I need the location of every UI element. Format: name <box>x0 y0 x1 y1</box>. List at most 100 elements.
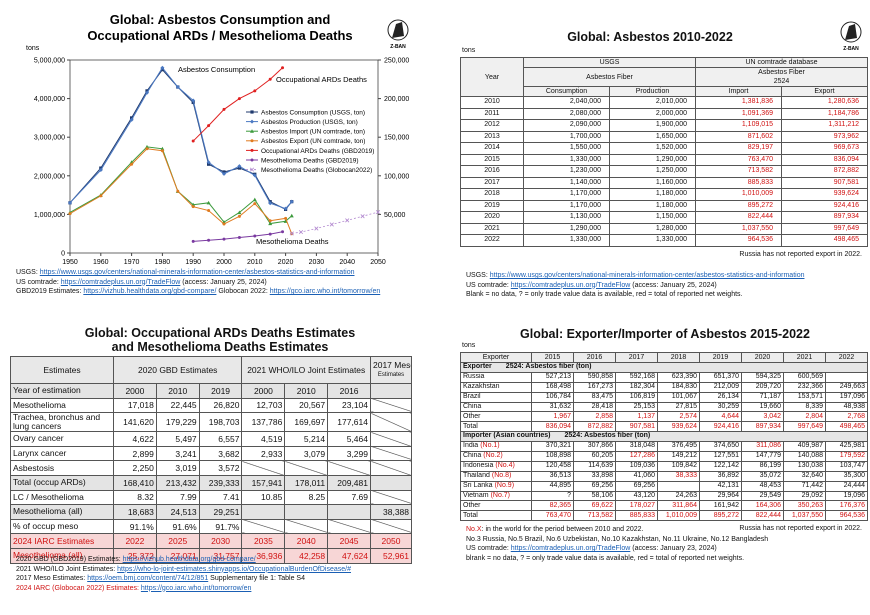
row-label: India (No.1) <box>460 441 532 453</box>
link: https://gco.iarc.who.int/tomorrow/en <box>269 288 381 295</box>
section-code: 2524: Asbestos fiber (ton) <box>505 363 592 371</box>
header-cell: Production <box>609 86 696 97</box>
section-label: Importer (Asian countries) <box>463 432 551 440</box>
header-cell: 2015 <box>531 352 574 363</box>
table-cell: 4,644 <box>699 411 742 423</box>
table-cell: 2020 <box>460 211 524 224</box>
table-cell: 5,497 <box>155 431 200 447</box>
footnote-line: GBD2019 Estimates: https://vizhub.health… <box>16 287 380 297</box>
legend-item: Asbestos Consumption (USGS, ton) <box>246 109 365 116</box>
unit-label: tons <box>462 47 476 54</box>
table-cell: 168,498 <box>531 381 574 393</box>
table-row: Mesothelioma (all) 25,372 27,071 31,757 36,9… <box>10 547 412 564</box>
point <box>160 146 165 151</box>
table-cell: 1,330,000 <box>609 234 696 247</box>
table-cell: 1,650,000 <box>609 130 696 143</box>
table-cell: 20,567 <box>284 397 329 414</box>
point <box>160 65 165 70</box>
table-cell: 25,153 <box>615 401 658 413</box>
logo: Z-BAN <box>840 21 862 52</box>
table-cell: 2,768 <box>825 411 868 423</box>
annotation: Occupational ARDs Deaths <box>276 75 367 84</box>
table-cell: 763,470 <box>531 510 574 522</box>
series-line <box>69 146 293 225</box>
row-label: Mesothelioma <box>10 397 114 414</box>
footnote-line: US comtrade: https://comtradeplus.un.org… <box>16 278 380 288</box>
table-row: Brazil 106,784 83,475 106,819 101,067 26,134 7… <box>460 391 868 403</box>
point <box>98 168 103 173</box>
table-cell: 2022 <box>460 234 524 247</box>
footnote-text: 2020 GBD (GBD2019) Estimates: <box>16 556 123 563</box>
row-rank: (No.9) <box>494 481 515 489</box>
table-cell: 592,168 <box>615 371 658 383</box>
table-cell: 48,453 <box>741 480 784 492</box>
x-tick-label: 2020 <box>278 259 294 265</box>
row-name: Kazakhstan <box>463 383 500 391</box>
table-cell: 36,936 <box>241 547 286 564</box>
section-row: Exporter 2524: Asbestos fiber (ton) <box>460 362 868 373</box>
y2-tick-label: 150,000 <box>384 135 409 142</box>
table-cell: 69,622 <box>573 500 616 512</box>
table-row: % of occup meso 91.1% 91.6% 91.7% <box>10 518 412 535</box>
table-cell: 43,120 <box>615 490 658 502</box>
empty-cell <box>370 412 412 433</box>
table-cell: 2011 <box>460 107 524 120</box>
empty-cell <box>370 431 412 447</box>
table-row: 2024 IARC Estimates 2022 2025 2030 2035 2040 2… <box>10 533 412 549</box>
table-cell: 35,300 <box>825 470 868 482</box>
table-row: 2016 1,230,000 1,250,000 713,582 872,882 <box>460 165 868 178</box>
table-cell: 161,942 <box>699 500 742 512</box>
table-cell: 1,170,000 <box>523 199 610 212</box>
table-cell: 2019 <box>460 199 524 212</box>
table-row: 2011 2,080,000 2,000,000 1,091,369 1,184,786 <box>460 107 868 120</box>
table-row: 2018 1,170,000 1,180,000 1,010,009 939,624 <box>460 188 868 201</box>
table-cell: 179,592 <box>825 451 868 462</box>
legend-item: Asbestos Export (UN comtrade, ton) <box>246 138 365 145</box>
table-cell: 1,520,000 <box>609 142 696 155</box>
table-cell: 3,042 <box>741 411 784 423</box>
link: https://comtradeplus.un.org/TradeFlow <box>510 545 631 552</box>
table-cell: 2030 <box>198 533 243 549</box>
table-cell: 2016 <box>327 383 371 399</box>
empty-cell <box>241 460 286 476</box>
table-cell: 122,142 <box>699 460 742 472</box>
series <box>191 66 285 143</box>
table-cell: 498,465 <box>825 421 868 433</box>
y2-tick-label: 250,000 <box>384 58 409 65</box>
row-label: LC / Mesothelioma <box>10 489 114 506</box>
header-cell: UN comtrade database <box>695 57 868 68</box>
table-cell: 939,624 <box>781 188 868 201</box>
table-cell: 1,170,000 <box>523 188 610 201</box>
table-cell: 350,263 <box>783 500 826 512</box>
table-cell: 6,557 <box>198 431 243 447</box>
table-cell: 997,649 <box>783 421 826 433</box>
table-cell: 5,214 <box>284 431 329 447</box>
point <box>68 212 72 216</box>
link: https://www.usgs.gov/centers/national-mi… <box>39 269 355 276</box>
table-cell: 17,018 <box>113 397 157 414</box>
section-cell: Importer (Asian countries) 2524: Asbestos… <box>460 431 868 443</box>
point <box>283 206 288 211</box>
table-cell: 3,241 <box>155 445 200 462</box>
footnote-text: No.3 Russia, No.5 Brazil, No.6 Uzbekista… <box>466 535 769 543</box>
footnote-line: No.3 Russia, No.5 Brazil, No.6 Uzbekista… <box>466 535 768 545</box>
table-cell: 872,882 <box>781 165 868 178</box>
x-tick-label: 1990 <box>185 259 201 265</box>
point <box>222 237 226 241</box>
empty-cell <box>370 445 412 462</box>
annotation: Mesothelioma Deaths <box>256 237 329 246</box>
table-cell: 127,286 <box>615 451 658 462</box>
table-cell: 141,620 <box>113 412 157 433</box>
logo-text: Z-BAN <box>843 46 859 52</box>
footnote-text: US comtrade: <box>466 281 511 289</box>
table-row: 2012 2,090,000 1,900,000 1,109,015 1,311,212 <box>460 119 868 132</box>
legend-marker <box>250 129 254 133</box>
table-cell: 2012 <box>460 119 524 132</box>
table-cell: 2025 <box>155 533 200 549</box>
table-cell: 36,892 <box>699 470 742 482</box>
table-cell: 249,663 <box>825 381 868 393</box>
legend-label: Mesothelioma Deaths (GBD2019) <box>261 157 359 164</box>
table-cell: 164,306 <box>741 500 784 512</box>
series-line <box>291 211 379 234</box>
table-cell: 29,549 <box>741 490 784 502</box>
